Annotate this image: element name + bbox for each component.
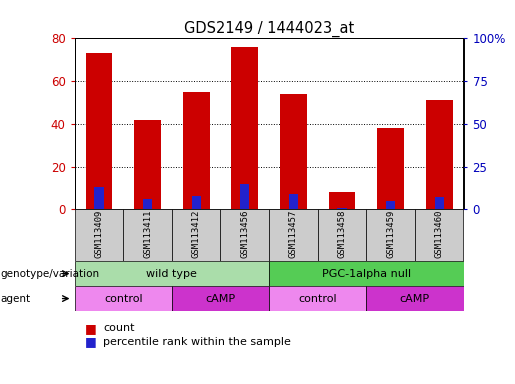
Bar: [280, 94, 307, 209]
Text: GSM113411: GSM113411: [143, 210, 152, 258]
Text: GSM113412: GSM113412: [192, 210, 201, 258]
Title: GDS2149 / 1444023_at: GDS2149 / 1444023_at: [184, 21, 354, 37]
Bar: [75, 286, 172, 311]
Bar: [220, 209, 269, 261]
Text: GSM113460: GSM113460: [435, 210, 444, 258]
Bar: [329, 192, 355, 209]
Text: control: control: [104, 293, 143, 304]
Text: count: count: [103, 323, 134, 333]
Bar: [134, 119, 161, 209]
Text: GSM113458: GSM113458: [337, 210, 347, 258]
Bar: [94, 187, 104, 209]
Text: GSM113409: GSM113409: [94, 210, 104, 258]
Text: cAMP: cAMP: [205, 293, 235, 304]
Text: PGC-1alpha null: PGC-1alpha null: [322, 268, 411, 279]
Text: percentile rank within the sample: percentile rank within the sample: [103, 337, 291, 347]
Text: GSM113457: GSM113457: [289, 210, 298, 258]
Bar: [85, 53, 112, 209]
Bar: [123, 209, 172, 261]
Text: genotype/variation: genotype/variation: [1, 268, 100, 279]
Text: GSM113456: GSM113456: [241, 210, 249, 258]
Bar: [172, 286, 269, 311]
Bar: [143, 199, 152, 209]
Text: wild type: wild type: [146, 268, 197, 279]
Bar: [183, 92, 210, 209]
Bar: [426, 100, 453, 209]
Text: agent: agent: [1, 293, 31, 304]
Bar: [75, 261, 269, 286]
Bar: [377, 128, 404, 209]
Bar: [75, 209, 123, 261]
Bar: [386, 201, 396, 209]
Bar: [269, 261, 464, 286]
Text: ■: ■: [85, 335, 97, 348]
Bar: [318, 209, 366, 261]
Bar: [192, 195, 201, 209]
Bar: [415, 209, 464, 261]
Bar: [435, 197, 444, 209]
Bar: [337, 208, 347, 209]
Text: control: control: [298, 293, 337, 304]
Bar: [289, 194, 298, 209]
Bar: [240, 184, 249, 209]
Bar: [366, 209, 415, 261]
Text: GSM113459: GSM113459: [386, 210, 395, 258]
Bar: [269, 286, 366, 311]
Bar: [269, 209, 318, 261]
Bar: [172, 209, 220, 261]
Text: ■: ■: [85, 322, 97, 335]
Text: cAMP: cAMP: [400, 293, 430, 304]
Bar: [366, 286, 464, 311]
Bar: [231, 47, 258, 209]
